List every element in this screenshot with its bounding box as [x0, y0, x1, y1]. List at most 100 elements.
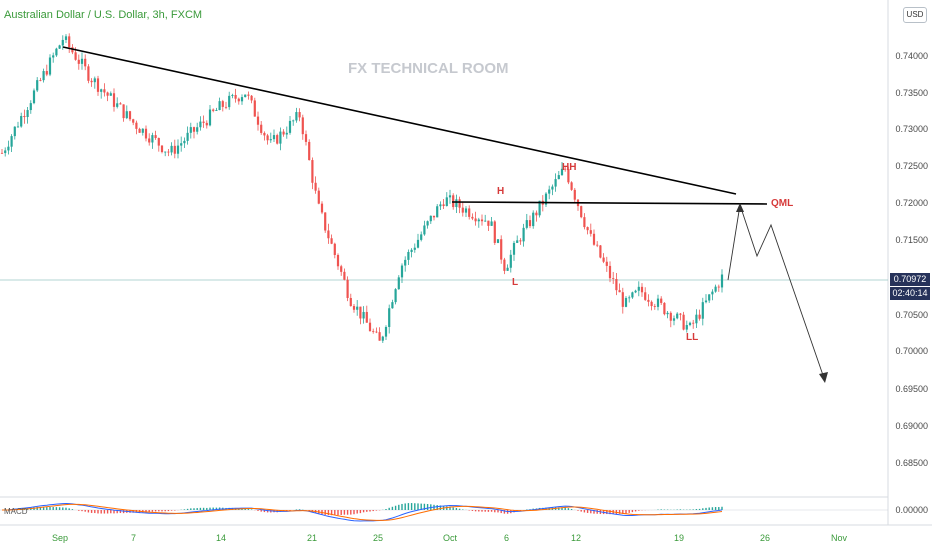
- candle-body: [154, 135, 157, 139]
- candle-body: [679, 313, 682, 315]
- candle-body: [93, 78, 96, 83]
- candle-body: [416, 239, 420, 248]
- candle-body: [122, 104, 125, 119]
- candle-body: [4, 150, 7, 154]
- time-tick: Oct: [443, 533, 458, 543]
- candle-body: [714, 286, 717, 292]
- macd-tick: 0.00000: [895, 505, 928, 515]
- candle-body: [64, 36, 68, 40]
- candle-body: [592, 233, 596, 245]
- candle-body: [269, 139, 272, 141]
- candle-body: [125, 111, 128, 119]
- symbol-title: Australian Dollar / U.S. Dollar, 3h, FXC…: [4, 9, 203, 21]
- candle-body: [292, 120, 295, 122]
- candle-body: [13, 126, 16, 137]
- time-tick: 7: [131, 533, 137, 543]
- time-tick: 19: [674, 533, 685, 543]
- candle-body: [445, 197, 448, 206]
- price-tick: 0.73500: [895, 88, 928, 98]
- candle-body: [682, 314, 685, 330]
- price-tick: 0.73000: [895, 124, 928, 134]
- candle-body: [135, 122, 138, 129]
- candle-body: [180, 143, 183, 146]
- candle-body: [106, 92, 109, 96]
- candle-body: [551, 186, 554, 190]
- time-tick: 12: [571, 533, 582, 543]
- candle-body: [388, 308, 391, 328]
- projection-path[interactable]: [727, 204, 826, 382]
- candle-body: [701, 302, 704, 319]
- price-tick: 0.74000: [895, 51, 928, 61]
- candle-body: [42, 71, 45, 81]
- candle-body: [340, 266, 343, 272]
- candle-body: [282, 131, 285, 135]
- countdown-badge: 02:40:14: [890, 287, 930, 300]
- candle-body: [61, 39, 64, 46]
- candle-body: [87, 66, 90, 81]
- descending-trendline[interactable]: [62, 46, 737, 195]
- candle-body: [74, 52, 77, 60]
- currency-button[interactable]: USD: [903, 7, 927, 23]
- candle-body: [567, 169, 570, 183]
- candle-body: [346, 279, 349, 298]
- candle-body: [157, 138, 160, 146]
- candle-body: [612, 278, 615, 280]
- price-tick: 0.69500: [895, 384, 928, 394]
- time-tick: 25: [373, 533, 384, 543]
- annotation-h: H: [497, 186, 505, 197]
- candle-body: [663, 302, 666, 315]
- time-tick: 21: [307, 533, 318, 543]
- candle-body: [621, 292, 624, 307]
- candle-body: [244, 94, 247, 98]
- candle-body: [535, 212, 538, 216]
- candle-body: [205, 122, 208, 126]
- candle-body: [96, 78, 100, 92]
- candle-body: [234, 94, 237, 99]
- candle-body: [16, 126, 20, 128]
- candle-body: [167, 151, 170, 153]
- candle-body: [189, 127, 192, 133]
- candle-body: [295, 112, 298, 121]
- candle-body: [666, 312, 669, 315]
- candle-body: [400, 265, 404, 278]
- time-tick: 14: [216, 533, 227, 543]
- candle-body: [359, 306, 362, 319]
- candle-body: [183, 140, 186, 144]
- candle-body: [138, 128, 141, 133]
- candle-body: [279, 131, 282, 144]
- candle-body: [480, 219, 484, 222]
- candle-body: [109, 93, 112, 96]
- candle-body: [90, 80, 93, 83]
- candle-body: [528, 220, 532, 227]
- candle-body: [653, 306, 656, 307]
- candle-body: [548, 189, 551, 194]
- candle-body: [538, 200, 541, 216]
- candle-body: [496, 239, 500, 243]
- candle-body: [442, 204, 445, 206]
- price-tick: 0.70000: [895, 346, 928, 356]
- candle-body: [532, 212, 535, 227]
- candle-body: [458, 199, 461, 208]
- candle-body: [164, 151, 167, 153]
- candle-body: [132, 119, 135, 123]
- candle-body: [240, 97, 244, 102]
- candle-body: [413, 247, 416, 250]
- candle-body: [23, 116, 26, 118]
- qml-level-line[interactable]: [451, 201, 768, 205]
- candle-body: [506, 267, 509, 271]
- candle-body: [330, 238, 333, 244]
- candle-body: [407, 251, 410, 260]
- candle-body: [231, 94, 234, 96]
- candle-body: [365, 311, 368, 323]
- candle-body: [397, 277, 400, 290]
- candle-body: [394, 289, 397, 303]
- candle-body: [381, 336, 384, 341]
- candle-body: [615, 279, 618, 291]
- candle-body: [599, 245, 602, 258]
- candle-body: [128, 111, 132, 120]
- candle-body: [256, 116, 260, 125]
- candle-body: [327, 230, 330, 239]
- candle-body: [378, 332, 381, 341]
- macd-pane: [1, 502, 723, 522]
